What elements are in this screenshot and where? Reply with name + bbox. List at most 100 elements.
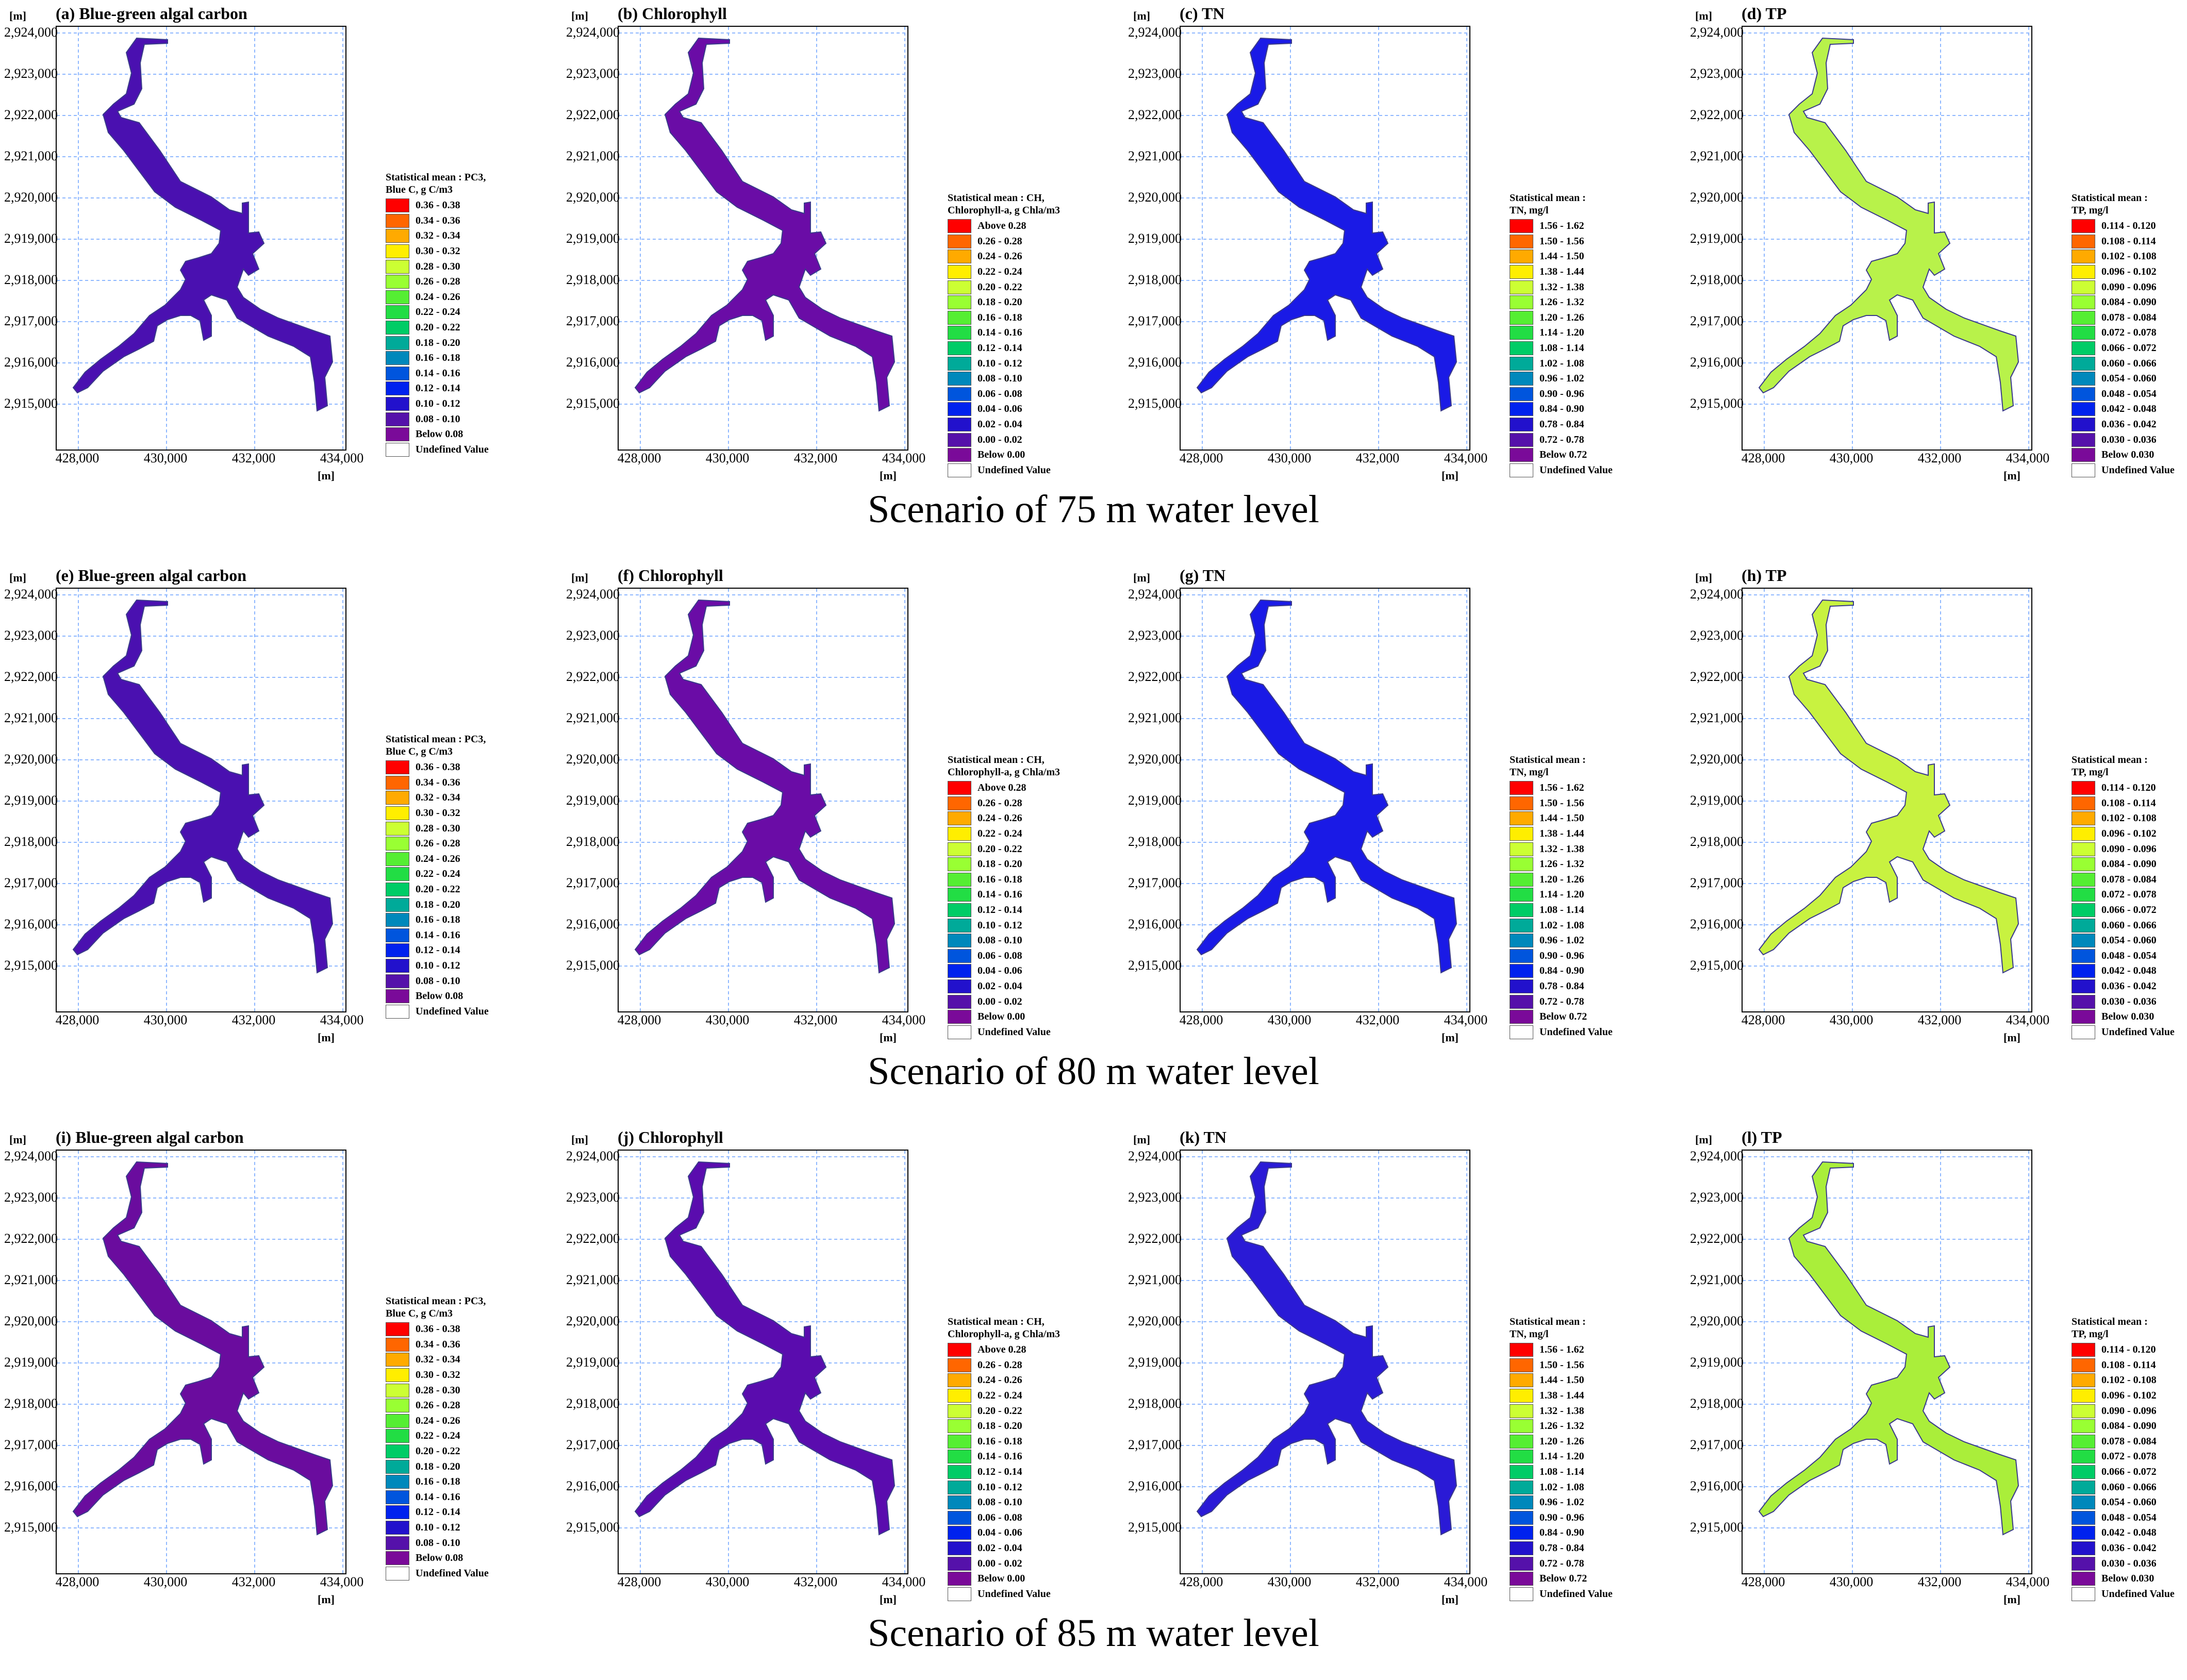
reservoir-shape <box>72 37 334 412</box>
legend-swatch <box>386 883 409 897</box>
legend-row: 1.56 - 1.62 <box>1510 780 1644 796</box>
legend-row: 0.18 - 0.20 <box>386 897 520 912</box>
legend-title: Statistical mean : PC3, Blue C, g C/m3 <box>386 171 520 196</box>
legend-label: 0.22 - 0.24 <box>977 1390 1022 1402</box>
axis-unit-x: [m] <box>318 1031 335 1044</box>
y-tick-label: 2,920,000 <box>4 1313 58 1328</box>
legend-swatch <box>2072 903 2095 918</box>
legend-row: 0.072 - 0.078 <box>2072 325 2187 341</box>
y-tick-label: 2,922,000 <box>566 107 620 122</box>
y-tick-label: 2,924,000 <box>566 587 620 602</box>
legend-swatch <box>2072 280 2095 294</box>
legend-label: 0.32 - 0.34 <box>416 230 460 242</box>
legend-row: Below 0.72 <box>1510 1009 1644 1025</box>
y-tick-label: 2,920,000 <box>4 190 58 205</box>
x-tick-label: 430,000 <box>705 451 750 465</box>
x-tick-label: 430,000 <box>143 1574 188 1589</box>
legend-row: 0.20 - 0.22 <box>386 882 520 897</box>
legend-title-line2: Blue C, g C/m3 <box>386 746 453 757</box>
legend-label: 0.06 - 0.08 <box>977 388 1022 400</box>
legend-label: 0.32 - 0.34 <box>416 1354 460 1366</box>
legend-swatch <box>386 229 409 243</box>
legend-row: 0.10 - 0.12 <box>948 918 1082 933</box>
legend-swatch <box>948 857 971 872</box>
legend-row: 0.24 - 0.26 <box>948 811 1082 826</box>
y-tick-label: 2,924,000 <box>1690 587 1744 602</box>
legend-row: 1.38 - 1.44 <box>1510 1388 1644 1404</box>
map-plot <box>56 1150 346 1574</box>
legend-row: 1.44 - 1.50 <box>1510 811 1644 826</box>
legend-label: 0.36 - 0.38 <box>416 199 460 211</box>
legend-label: 0.12 - 0.14 <box>416 382 460 394</box>
map-plot <box>1742 588 2032 1012</box>
y-tick-label: 2,916,000 <box>1128 1478 1182 1493</box>
legend-row: 0.12 - 0.14 <box>948 1465 1082 1480</box>
legend-title-line1: Statistical mean : PC3, <box>386 734 486 745</box>
y-tick-label: 2,923,000 <box>566 1190 620 1205</box>
legend-swatch <box>2072 888 2095 902</box>
y-tick-label: 2,920,000 <box>4 752 58 767</box>
legend: Statistical mean : TN, mg/l 1.56 - 1.62 … <box>1510 192 1644 478</box>
panel-title: (k) TN <box>1180 1128 1227 1146</box>
axis-unit-y: [m] <box>571 9 588 22</box>
legend-swatch <box>1510 1465 1533 1479</box>
y-tick-label: 2,920,000 <box>1128 190 1182 205</box>
legend-title-line2: TP, mg/l <box>2072 1328 2109 1340</box>
legend-row: 1.50 - 1.56 <box>1510 796 1644 811</box>
legend-swatch <box>386 974 409 988</box>
reservoir-shape <box>1196 599 1457 974</box>
legend-row: 0.08 - 0.10 <box>386 973 520 989</box>
map-panel: [m] (g) TN 2,924,000 2,923,000 2,922,000 2,9… <box>1128 563 1675 1084</box>
legend-swatch <box>948 326 971 340</box>
reservoir-shape <box>72 599 334 974</box>
legend-label: 0.06 - 0.08 <box>977 950 1022 961</box>
legend-row: 0.090 - 0.096 <box>2072 279 2187 295</box>
legend-label: 0.12 - 0.14 <box>977 904 1022 916</box>
legend-swatch <box>1510 872 1533 887</box>
legend-swatch <box>386 913 409 927</box>
legend-title-line1: Statistical mean : CH, <box>948 192 1045 204</box>
legend-swatch <box>948 994 971 1009</box>
y-tick-label: 2,924,000 <box>1128 25 1182 40</box>
legend-swatch <box>386 321 409 335</box>
legend-label: 0.06 - 0.08 <box>977 1511 1022 1523</box>
legend-label: 0.20 - 0.22 <box>416 884 460 895</box>
y-tick-label: 2,922,000 <box>1690 1231 1744 1246</box>
x-tick-label: 434,000 <box>320 451 364 465</box>
legend-label: 0.108 - 0.114 <box>2101 235 2156 247</box>
legend: Statistical mean : PC3, Blue C, g C/m3 0… <box>386 1295 520 1581</box>
map-plot <box>1742 1150 2032 1574</box>
legend-swatch <box>948 433 971 447</box>
y-tick-label: 2,923,000 <box>1128 66 1182 81</box>
legend-swatch <box>386 989 409 1004</box>
legend-label: 0.090 - 0.096 <box>2101 281 2157 293</box>
legend-label: 0.030 - 0.036 <box>2101 995 2157 1007</box>
legend-swatch <box>1510 1526 1533 1540</box>
legend-swatch <box>386 1399 409 1413</box>
legend-swatch <box>1510 387 1533 401</box>
legend-row: 1.02 - 1.08 <box>1510 1479 1644 1495</box>
legend-row: 0.90 - 0.96 <box>1510 1510 1644 1526</box>
legend-label: 1.32 - 1.38 <box>1539 281 1584 293</box>
y-tick-label: 2,921,000 <box>566 1272 620 1287</box>
legend-row: 0.14 - 0.16 <box>948 325 1082 341</box>
legend-row: 0.16 - 0.18 <box>386 351 520 366</box>
x-tick-label: 430,000 <box>705 1574 750 1589</box>
legend-row: 0.84 - 0.90 <box>1510 963 1644 979</box>
x-tick-label: 434,000 <box>882 451 926 465</box>
legend-label: 0.036 - 0.042 <box>2101 980 2157 992</box>
legend-label: 0.054 - 0.060 <box>2101 373 2157 385</box>
legend-label: 0.34 - 0.36 <box>416 214 460 226</box>
legend-label: Undefined Value <box>416 1567 489 1579</box>
legend-label: 0.72 - 0.78 <box>1539 995 1584 1007</box>
map-plot <box>1180 26 1470 451</box>
map-plot <box>56 588 346 1012</box>
legend-label: 0.08 - 0.10 <box>416 413 460 425</box>
legend-swatch <box>2072 1587 2095 1601</box>
legend-swatch <box>386 775 409 790</box>
y-tick-label: 2,918,000 <box>1128 834 1182 849</box>
legend-swatch <box>386 1475 409 1489</box>
scenario-caption: Scenario of 85 m water level <box>868 1611 1319 1655</box>
legend-label: 0.72 - 0.78 <box>1539 434 1584 445</box>
legend-swatch <box>948 781 971 795</box>
